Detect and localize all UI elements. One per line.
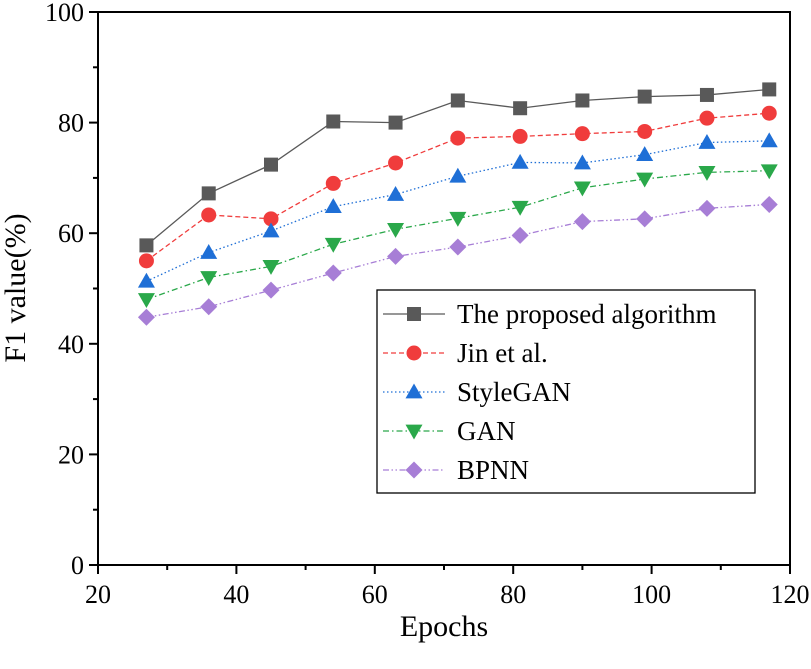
legend: The proposed algorithm Jin et al. StyleGAN… xyxy=(376,289,756,494)
series-stylegan xyxy=(137,132,778,288)
data-point-gan xyxy=(137,293,155,309)
legend-label-bpnn: BPNN xyxy=(457,455,529,485)
data-point-the-proposed-algorithm xyxy=(201,186,216,201)
data-point-bpnn xyxy=(200,298,218,316)
data-point-the-proposed-algorithm xyxy=(513,101,528,116)
data-point-jin-et-al xyxy=(450,130,466,146)
data-point-gan xyxy=(387,222,405,238)
data-point-stylegan xyxy=(137,272,155,288)
x-axis-title: Epochs xyxy=(400,610,488,643)
data-point-jin-et-al xyxy=(325,175,341,191)
data-point-the-proposed-algorithm xyxy=(762,82,777,97)
data-point-gan xyxy=(511,200,529,216)
data-point-stylegan xyxy=(200,244,218,259)
data-point-bpnn xyxy=(262,281,280,299)
data-point-jin-et-al xyxy=(388,155,404,171)
x-tick-label: 100 xyxy=(632,580,671,609)
legend-marker-bpnn xyxy=(405,461,423,479)
data-point-jin-et-al xyxy=(637,123,653,139)
data-point-jin-et-al xyxy=(699,110,715,126)
data-point-bpnn xyxy=(387,247,405,265)
data-point-gan xyxy=(324,237,342,253)
legend-marker-gan xyxy=(405,424,423,440)
data-point-bpnn xyxy=(573,213,591,231)
data-point-gan xyxy=(698,165,716,181)
data-point-bpnn xyxy=(760,195,778,213)
x-tick-label: 60 xyxy=(362,580,388,609)
data-point-jin-et-al xyxy=(138,253,154,269)
data-point-the-proposed-algorithm xyxy=(637,89,652,104)
data-point-stylegan xyxy=(760,132,778,148)
y-tick-label: 80 xyxy=(58,109,84,138)
data-point-stylegan xyxy=(573,154,591,170)
data-point-bpnn xyxy=(324,264,342,282)
data-point-jin-et-al xyxy=(512,128,528,144)
series-gan xyxy=(137,164,778,309)
data-point-gan xyxy=(262,260,280,275)
data-point-stylegan xyxy=(511,153,529,169)
legend-label-jin-et-al: Jin et al. xyxy=(457,338,548,368)
data-point-stylegan xyxy=(387,185,405,201)
data-point-bpnn xyxy=(698,199,716,217)
data-point-bpnn xyxy=(636,210,654,228)
series-the-proposed-algorithm xyxy=(139,82,777,253)
data-point-bpnn xyxy=(511,226,529,244)
data-point-stylegan xyxy=(449,167,467,183)
x-tick-label: 20 xyxy=(85,580,111,609)
data-point-gan xyxy=(200,271,218,286)
series-bpnn xyxy=(137,195,778,326)
data-point-gan xyxy=(449,211,467,227)
legend-marker-jin-et-al xyxy=(406,345,422,361)
data-point-bpnn xyxy=(449,238,467,256)
data-point-gan xyxy=(573,181,591,197)
data-point-the-proposed-algorithm xyxy=(264,157,278,172)
y-tick-label: 100 xyxy=(45,0,84,27)
data-point-bpnn xyxy=(137,308,155,326)
series-line-bpnn xyxy=(146,203,770,318)
data-point-the-proposed-algorithm xyxy=(699,87,714,102)
y-tick-label: 60 xyxy=(58,219,84,248)
legend-marker-the-proposed-algorithm xyxy=(407,307,421,321)
data-point-the-proposed-algorithm xyxy=(326,114,341,129)
y-tick-label: 40 xyxy=(58,330,84,359)
data-point-jin-et-al xyxy=(761,105,777,121)
data-point-jin-et-al xyxy=(574,126,590,142)
legend-marker-stylegan xyxy=(405,383,423,399)
data-point-the-proposed-algorithm xyxy=(575,93,590,108)
legend-label-stylegan: StyleGAN xyxy=(457,377,571,407)
x-tick-label: 120 xyxy=(771,580,810,609)
legend-label-the-proposed-algorithm: The proposed algorithm xyxy=(457,299,716,329)
data-point-gan xyxy=(760,164,778,180)
y-tick-label: 0 xyxy=(71,551,84,580)
data-point-stylegan xyxy=(698,134,716,149)
data-point-jin-et-al xyxy=(201,207,217,223)
y-tick-label: 20 xyxy=(58,440,84,469)
legend-label-gan: GAN xyxy=(457,416,516,446)
data-point-the-proposed-algorithm xyxy=(450,93,465,108)
x-tick-label: 40 xyxy=(223,580,249,609)
data-point-stylegan xyxy=(324,198,342,214)
data-point-jin-et-al xyxy=(263,211,279,227)
data-point-the-proposed-algorithm xyxy=(139,238,154,253)
y-axis-title: F1 value(%) xyxy=(0,213,32,362)
series-jin-et-al xyxy=(138,105,777,269)
series-line-stylegan xyxy=(146,140,770,282)
x-tick-label: 80 xyxy=(500,580,526,609)
data-point-the-proposed-algorithm xyxy=(388,115,403,130)
data-point-stylegan xyxy=(262,222,280,238)
data-point-stylegan xyxy=(636,146,654,162)
data-point-gan xyxy=(636,172,654,188)
series-line-gan xyxy=(146,170,770,301)
series-lines xyxy=(137,82,778,326)
